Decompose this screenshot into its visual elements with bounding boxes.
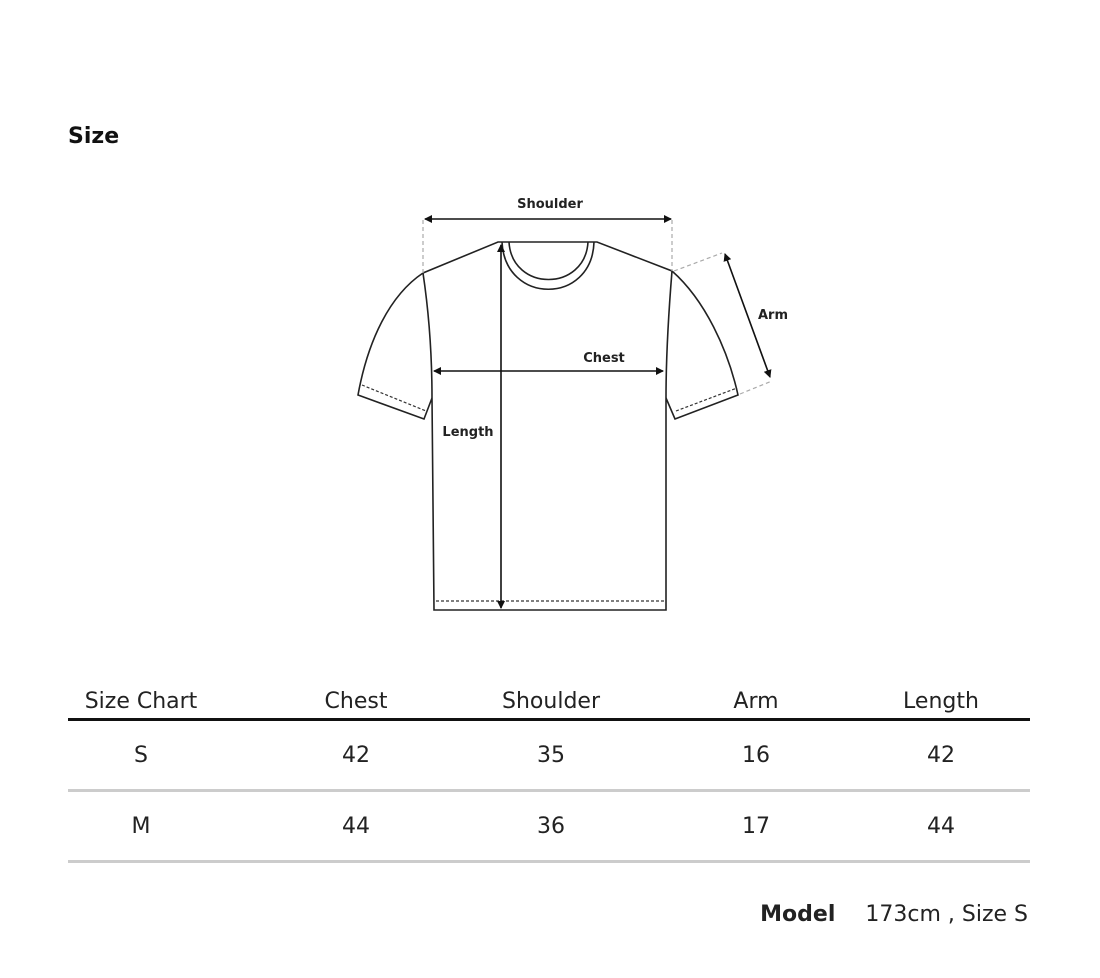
length-cell: 44: [927, 813, 955, 839]
header-chest: Chest: [324, 689, 388, 714]
chest-cell: 42: [342, 742, 370, 768]
header-arm: Arm: [733, 689, 779, 714]
model-info: Model 173cm , Size S: [760, 902, 1028, 927]
tshirt-measurement-diagram: Shoulder Chest Length Arm: [357, 197, 788, 611]
guide-lines: [422, 220, 773, 395]
header-length: Length: [903, 689, 979, 714]
length-label: Length: [442, 425, 493, 440]
arm-cell: 16: [742, 742, 770, 768]
table-row: S 42 35 16 42: [68, 721, 1030, 792]
section-title: Size: [68, 124, 120, 149]
length-cell: 42: [927, 742, 955, 768]
arm-label: Arm: [758, 308, 788, 323]
size-cell: S: [134, 742, 148, 768]
arm-arrow: [723, 253, 772, 378]
shoulder-cell: 35: [537, 742, 565, 768]
chest-cell: 44: [342, 813, 370, 839]
shoulder-label: Shoulder: [517, 197, 583, 212]
size-cell: M: [131, 813, 151, 839]
table-header-row: Size Chart Chest Shoulder Arm Length: [68, 676, 1030, 721]
header-size-chart: Size Chart: [84, 689, 198, 714]
size-chart-table: Size Chart Chest Shoulder Arm Length S 4…: [68, 676, 1030, 863]
header-shoulder: Shoulder: [502, 689, 600, 714]
dashed-hems: [361, 384, 738, 602]
model-label: Model: [760, 902, 836, 927]
chest-label: Chest: [583, 351, 625, 366]
table-row: M 44 36 17 44: [68, 792, 1030, 863]
tshirt-outline: [357, 241, 739, 611]
shoulder-cell: 36: [537, 813, 565, 839]
model-value: 173cm , Size S: [865, 902, 1028, 927]
arm-cell: 17: [742, 813, 770, 839]
